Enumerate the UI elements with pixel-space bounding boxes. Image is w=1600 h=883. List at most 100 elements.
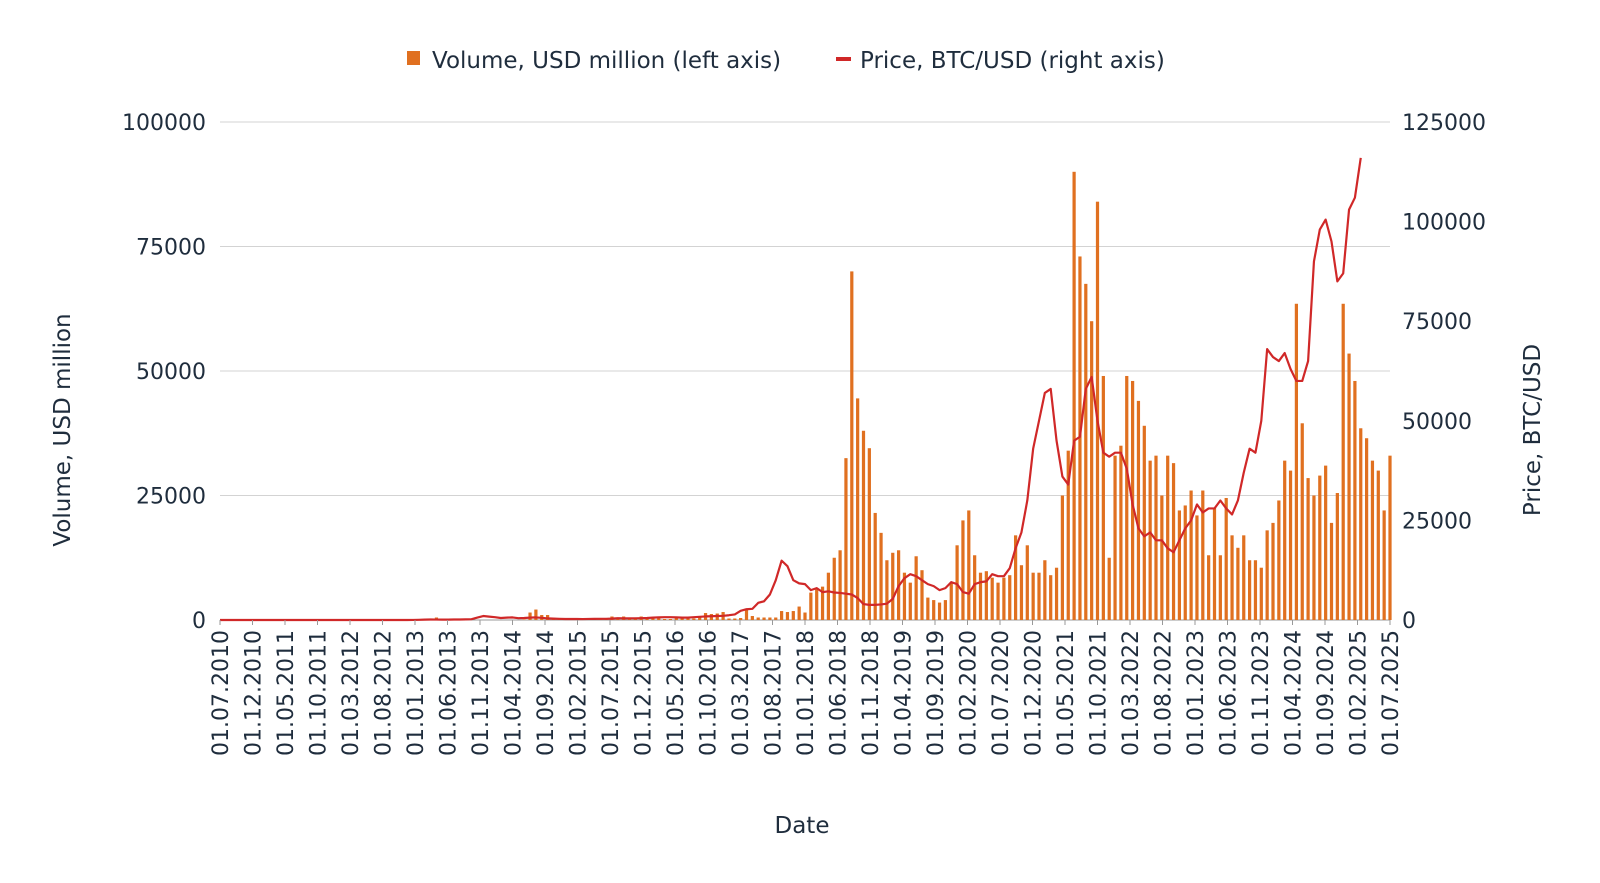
volume-bar (674, 618, 678, 620)
x-tick-label: 01.07.2020 (989, 630, 1014, 756)
x-tick-label: 01.12.2020 (1022, 630, 1047, 756)
volume-bar (1166, 455, 1170, 620)
volume-bar (1242, 535, 1246, 620)
volume-bar (522, 619, 526, 620)
x-tick-label: 01.03.2012 (339, 630, 364, 756)
volume-bar (932, 600, 936, 620)
volume-bar (902, 572, 907, 620)
x-tick-label: 01.06.2023 (1217, 630, 1242, 756)
volume-bar (1283, 460, 1287, 620)
volume-bar (1201, 490, 1205, 620)
volume-bar (1189, 490, 1193, 620)
legend: Volume, USD million (left axis) Price, B… (407, 48, 1165, 74)
volume-bar (727, 618, 731, 620)
volume-bar (657, 618, 661, 620)
x-tick-label: 01.03.2017 (729, 630, 754, 756)
left-axis-ticks: 0 25000 50000 75000 100000 (122, 111, 206, 634)
x-tick-label: 01.12.2015 (632, 630, 657, 756)
volume-bar (1107, 557, 1111, 620)
volume-bar (1183, 505, 1187, 620)
x-tick-label: 01.11.2018 (859, 630, 884, 756)
volume-bar (803, 612, 807, 620)
volume-bar (733, 618, 737, 620)
volume-bar (1043, 560, 1047, 620)
volume-bar (785, 612, 790, 620)
y-right-tick-label: 25000 (1402, 509, 1472, 534)
volume-bar (1212, 507, 1217, 620)
x-tick-label: 01.04.2024 (1282, 630, 1307, 756)
volume-bar (1078, 256, 1082, 620)
volume-bar (844, 458, 848, 620)
x-tick-label: 01.08.2017 (762, 630, 787, 756)
y-left-tick-label: 75000 (136, 236, 206, 261)
volume-bar (1177, 510, 1182, 620)
volume-bar (698, 617, 702, 620)
volume-bar (1359, 428, 1363, 620)
x-tick-label: 01.10.2016 (697, 630, 722, 756)
volume-bar (528, 612, 532, 620)
volume-bar (984, 571, 988, 620)
volume-bar (1171, 463, 1176, 620)
volume-bar (692, 618, 696, 620)
volume-bar (1101, 375, 1105, 620)
volume-bar (1370, 460, 1375, 620)
x-tick-label: 01.07.2025 (1379, 630, 1404, 756)
x-tick-label: 01.09.2024 (1314, 630, 1339, 756)
volume-bar (651, 617, 655, 620)
volume-bar (879, 532, 883, 620)
x-tick-label: 01.12.2010 (242, 630, 267, 756)
volume-bar (1019, 565, 1024, 620)
volume-bar (1376, 470, 1380, 620)
x-tick-label: 01.10.2021 (1087, 630, 1112, 756)
volume-bar (1207, 555, 1211, 620)
x-tick-label: 01.11.2013 (469, 630, 494, 756)
volume-bar (1025, 545, 1029, 620)
volume-bar (908, 582, 912, 620)
volume-bar (779, 611, 784, 620)
volume-bar (1388, 455, 1392, 620)
x-tick-label: 01.02.2025 (1347, 630, 1372, 756)
volume-bar (1125, 375, 1129, 620)
x-tick-label: 01.01.2013 (404, 630, 429, 756)
volume-bar (762, 617, 766, 620)
volume-bar (1037, 572, 1041, 620)
volume-bar (873, 512, 877, 620)
volume-bar (949, 582, 953, 620)
volume-bar (1382, 510, 1386, 620)
volume-bar (926, 597, 930, 620)
x-tick-label: 01.04.2019 (892, 630, 917, 756)
volume-bar (1136, 400, 1141, 620)
volume-bar (856, 398, 860, 620)
volume-bar (739, 618, 743, 620)
x-tick-label: 01.04.2014 (502, 630, 527, 756)
volume-bar (797, 606, 801, 620)
legend-volume-swatch (407, 51, 420, 65)
volume-bar (1031, 572, 1035, 620)
x-tick-label: 01.07.2015 (599, 630, 624, 756)
volume-bars (417, 171, 1392, 621)
volume-bar (774, 617, 778, 620)
y-right-tick-label: 50000 (1402, 410, 1472, 435)
volume-bar (990, 577, 994, 620)
x-tick-label: 01.09.2014 (534, 630, 559, 756)
volume-bar (744, 608, 749, 620)
volume-bar (1329, 522, 1334, 620)
x-tick-label: 01.06.2018 (827, 630, 852, 756)
volume-bar (1324, 465, 1328, 620)
volume-bar (768, 617, 772, 620)
x-tick-label: 01.11.2023 (1249, 630, 1274, 756)
x-tick-label: 01.02.2015 (567, 630, 592, 756)
volume-bar (1300, 423, 1304, 620)
x-tick-label: 01.10.2011 (307, 630, 332, 756)
x-tick-label: 01.09.2019 (924, 630, 949, 756)
volume-bar (1341, 303, 1345, 620)
volume-bar (809, 592, 813, 620)
volume-bar (1353, 380, 1357, 620)
legend-price-swatch (836, 57, 851, 61)
volume-bar (1247, 560, 1252, 620)
volume-bar (680, 618, 684, 620)
volume-bar (820, 586, 825, 620)
volume-bar (1288, 470, 1293, 620)
volume-bar (1095, 201, 1100, 620)
